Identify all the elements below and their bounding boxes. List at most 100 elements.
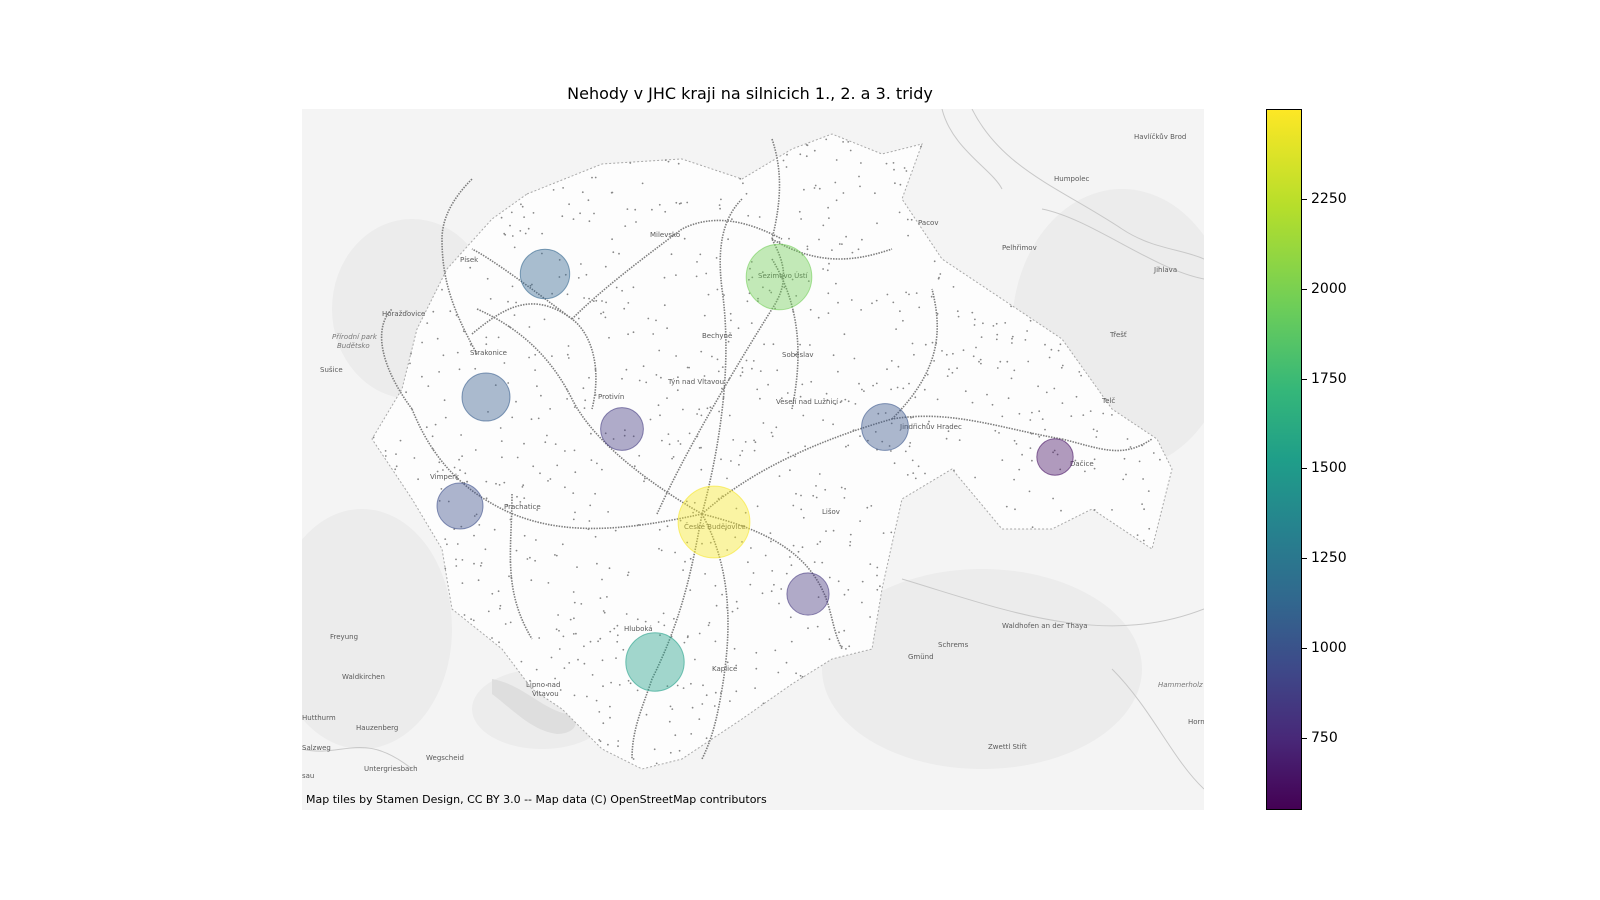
accident-point bbox=[698, 447, 701, 449]
accident-point bbox=[511, 285, 514, 288]
accident-point bbox=[507, 300, 509, 303]
accident-point bbox=[559, 689, 562, 691]
accident-point bbox=[432, 310, 435, 313]
accident-point bbox=[664, 210, 667, 213]
accident-point bbox=[847, 141, 850, 143]
accident-point bbox=[755, 651, 758, 654]
accident-point bbox=[519, 230, 522, 232]
accident-point bbox=[561, 543, 564, 546]
accident-point bbox=[523, 442, 525, 445]
colorbar-tick bbox=[1302, 558, 1307, 560]
accident-point bbox=[861, 388, 863, 391]
accident-point bbox=[914, 396, 917, 399]
map-area[interactable]: Havlíčkův Brod Humpolec Pacov Pelhřimov … bbox=[302, 109, 1204, 810]
colorbar-tick-label: 1500 bbox=[1311, 460, 1347, 477]
road-segment bbox=[701, 415, 1063, 515]
accident-point bbox=[903, 167, 906, 169]
accident-point bbox=[653, 748, 656, 751]
accident-point bbox=[1004, 322, 1007, 324]
accident-point bbox=[818, 187, 821, 190]
svg-text:Pelhřimov: Pelhřimov bbox=[1002, 244, 1037, 252]
place-labels: Havlíčkův Brod Humpolec Pacov Pelhřimov … bbox=[302, 133, 1204, 780]
accident-point bbox=[636, 618, 639, 621]
accident-point bbox=[915, 292, 918, 294]
accident-point bbox=[714, 640, 717, 643]
accident-point bbox=[692, 511, 694, 514]
accident-point bbox=[609, 716, 611, 719]
accident-point bbox=[730, 319, 732, 322]
accident-point bbox=[504, 623, 507, 625]
district-bubble bbox=[436, 482, 484, 530]
accident-point bbox=[1095, 436, 1098, 438]
accident-point bbox=[621, 289, 623, 292]
accident-point bbox=[691, 706, 694, 709]
accident-point bbox=[828, 217, 830, 219]
accident-point bbox=[931, 341, 934, 344]
district-bubble bbox=[625, 632, 685, 692]
accident-point bbox=[893, 462, 896, 465]
accident-point bbox=[709, 406, 712, 409]
accident-point bbox=[810, 380, 813, 383]
accident-point bbox=[484, 548, 487, 551]
accident-point bbox=[754, 441, 757, 444]
accident-point bbox=[438, 461, 441, 464]
accident-point bbox=[939, 273, 942, 275]
accident-point bbox=[614, 529, 617, 532]
accident-point bbox=[755, 667, 758, 670]
accident-point bbox=[1031, 411, 1033, 414]
accident-point bbox=[1142, 539, 1145, 542]
accident-point bbox=[877, 412, 880, 415]
accident-point bbox=[1060, 509, 1062, 512]
accident-point bbox=[1015, 443, 1018, 445]
accident-point bbox=[475, 513, 478, 516]
accident-point bbox=[700, 468, 703, 471]
accident-point bbox=[816, 543, 819, 545]
accident-point bbox=[841, 645, 843, 648]
accident-point bbox=[682, 687, 685, 689]
accident-point bbox=[601, 659, 604, 662]
accident-point bbox=[874, 192, 876, 195]
accident-point bbox=[842, 141, 844, 143]
accident-point bbox=[718, 410, 720, 413]
accident-point bbox=[956, 367, 958, 370]
accident-point bbox=[555, 628, 558, 631]
accident-point bbox=[582, 387, 585, 390]
accident-point bbox=[890, 360, 893, 362]
accident-point bbox=[395, 465, 398, 468]
accident-point bbox=[757, 297, 759, 300]
accident-point bbox=[832, 354, 835, 357]
accident-point bbox=[608, 336, 610, 339]
accident-point bbox=[573, 601, 576, 604]
accident-point bbox=[626, 208, 629, 210]
accident-point bbox=[975, 346, 977, 349]
accident-road-network bbox=[380, 138, 1153, 760]
accident-point bbox=[604, 432, 607, 435]
accident-point bbox=[886, 368, 888, 371]
accident-point bbox=[840, 400, 843, 402]
accident-point bbox=[1111, 414, 1113, 416]
accident-point bbox=[953, 469, 955, 472]
accident-point bbox=[498, 484, 501, 486]
accident-point bbox=[706, 407, 709, 410]
accident-point bbox=[735, 507, 738, 510]
accident-point bbox=[928, 420, 930, 423]
accident-point bbox=[394, 468, 397, 471]
accident-point bbox=[748, 278, 750, 281]
accident-point bbox=[495, 482, 497, 485]
accident-point bbox=[971, 401, 974, 404]
accident-point bbox=[500, 440, 503, 442]
accident-point bbox=[839, 401, 842, 404]
accident-point bbox=[623, 307, 626, 310]
accident-point bbox=[576, 566, 578, 568]
accident-point bbox=[536, 509, 538, 511]
svg-text:Třešť: Třešť bbox=[1109, 330, 1127, 339]
accident-point bbox=[906, 474, 909, 476]
accident-point bbox=[1060, 366, 1063, 369]
accident-point bbox=[818, 238, 820, 241]
accident-point bbox=[1029, 447, 1032, 449]
accident-point bbox=[660, 376, 662, 379]
region-boundary bbox=[371, 133, 1173, 770]
accident-point bbox=[1093, 458, 1096, 461]
accident-point bbox=[1093, 509, 1096, 511]
accident-point bbox=[615, 286, 618, 289]
